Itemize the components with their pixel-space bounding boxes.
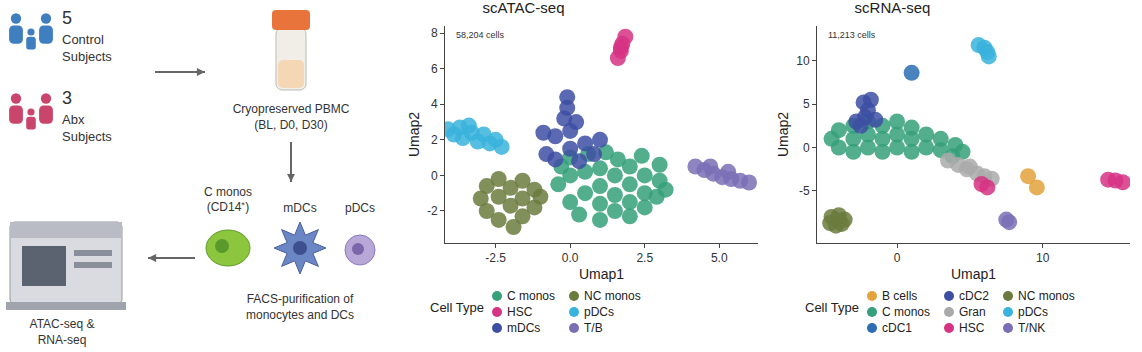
svg-text:(CD14⁺): (CD14⁺) (207, 200, 250, 214)
svg-text:Abx: Abx (62, 112, 85, 127)
html-text:pDCs: pDCs (584, 305, 614, 319)
svg-text:Umap2: Umap2 (406, 112, 422, 157)
html-text:T/NK: T/NK (1018, 321, 1046, 335)
html-text:Cell Type: Cell Type (430, 300, 484, 315)
svg-text:Control: Control (62, 32, 104, 47)
svg-text:5: 5 (803, 97, 810, 111)
html-text:T/B: T/B (584, 321, 603, 335)
svg-text:-2.5: -2.5 (485, 251, 506, 265)
svg-text:5: 5 (62, 8, 72, 28)
svg-text:-5: -5 (799, 184, 810, 198)
svg-text:(BL, D0, D30): (BL, D0, D30) (254, 118, 327, 132)
svg-text:10: 10 (1036, 251, 1050, 265)
svg-text:2: 2 (431, 133, 438, 147)
svg-text:C monos: C monos (204, 185, 252, 199)
svg-text:Cryopreserved PBMC: Cryopreserved PBMC (233, 102, 350, 116)
html-text:NC monos: NC monos (1018, 289, 1075, 303)
html-text:mDCs: mDCs (507, 321, 541, 335)
svg-text:mDCs: mDCs (283, 201, 316, 215)
html-text:HSC: HSC (507, 305, 533, 319)
svg-text:Subjects: Subjects (62, 129, 112, 144)
svg-text:RNA-seq: RNA-seq (38, 333, 87, 347)
html-text:C monos: C monos (882, 305, 930, 319)
html-text:Gran: Gran (959, 305, 986, 319)
svg-text:-2: -2 (427, 204, 438, 218)
svg-text:scRNA-seq: scRNA-seq (855, 0, 931, 16)
svg-text:Umap1: Umap1 (951, 266, 996, 282)
svg-text:Umap2: Umap2 (775, 112, 791, 157)
svg-text:Umap1: Umap1 (579, 266, 624, 282)
html-text:Cell Type: Cell Type (805, 300, 859, 315)
svg-text:2.5: 2.5 (636, 251, 653, 265)
svg-text:5.0: 5.0 (711, 251, 728, 265)
svg-text:FACS-purification of: FACS-purification of (247, 292, 354, 306)
html-text:HSC: HSC (959, 321, 985, 335)
svg-text:58,204 cells: 58,204 cells (456, 30, 505, 40)
svg-text:4: 4 (431, 97, 438, 111)
html-text:NC monos: NC monos (584, 289, 641, 303)
svg-text:3: 3 (62, 88, 72, 108)
svg-text:6: 6 (431, 62, 438, 76)
html-text:B cells: B cells (882, 289, 918, 303)
svg-text:Subjects: Subjects (62, 49, 112, 64)
html-text:pDCs: pDCs (1018, 305, 1048, 319)
html-text:cDC1: cDC1 (882, 321, 912, 335)
svg-text:0: 0 (431, 169, 438, 183)
html-text:C monos: C monos (507, 289, 555, 303)
svg-text:ATAC-seq &: ATAC-seq & (30, 317, 95, 331)
svg-text:8: 8 (431, 26, 438, 40)
html-text:cDC2: cDC2 (959, 289, 989, 303)
svg-text:pDCs: pDCs (345, 201, 375, 215)
svg-text:11,213 cells: 11,213 cells (828, 30, 876, 40)
svg-text:0.0: 0.0 (562, 251, 579, 265)
svg-text:monocytes and DCs: monocytes and DCs (246, 308, 354, 322)
svg-text:0: 0 (803, 141, 810, 155)
svg-text:10: 10 (796, 54, 810, 68)
svg-text:0: 0 (894, 251, 901, 265)
svg-text:scATAC-seq: scATAC-seq (483, 0, 565, 16)
